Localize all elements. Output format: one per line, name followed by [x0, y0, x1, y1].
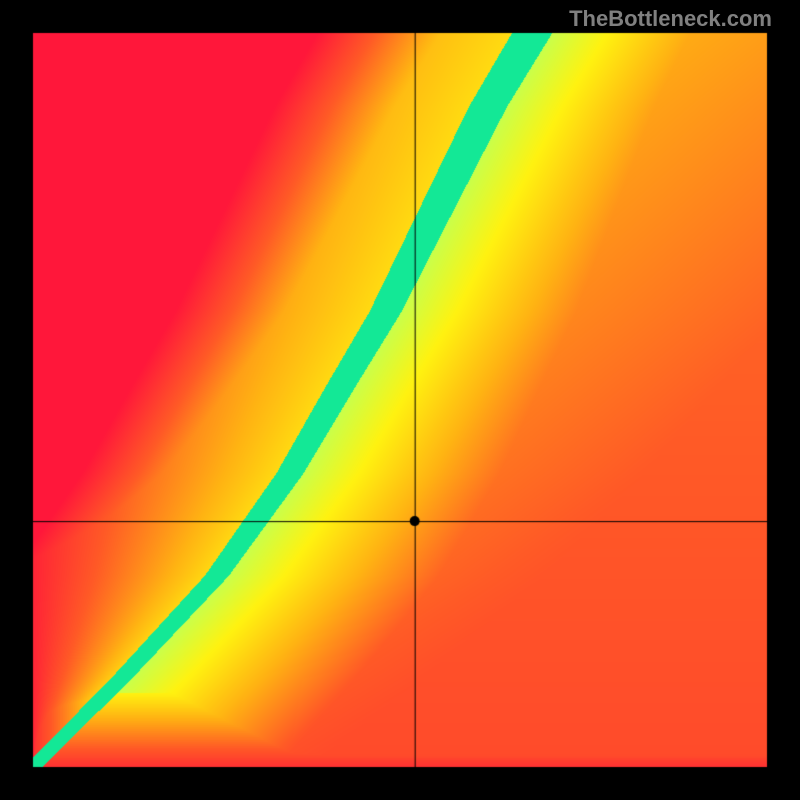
watermark-text: TheBottleneck.com — [569, 6, 772, 32]
bottleneck-heatmap — [0, 0, 800, 800]
